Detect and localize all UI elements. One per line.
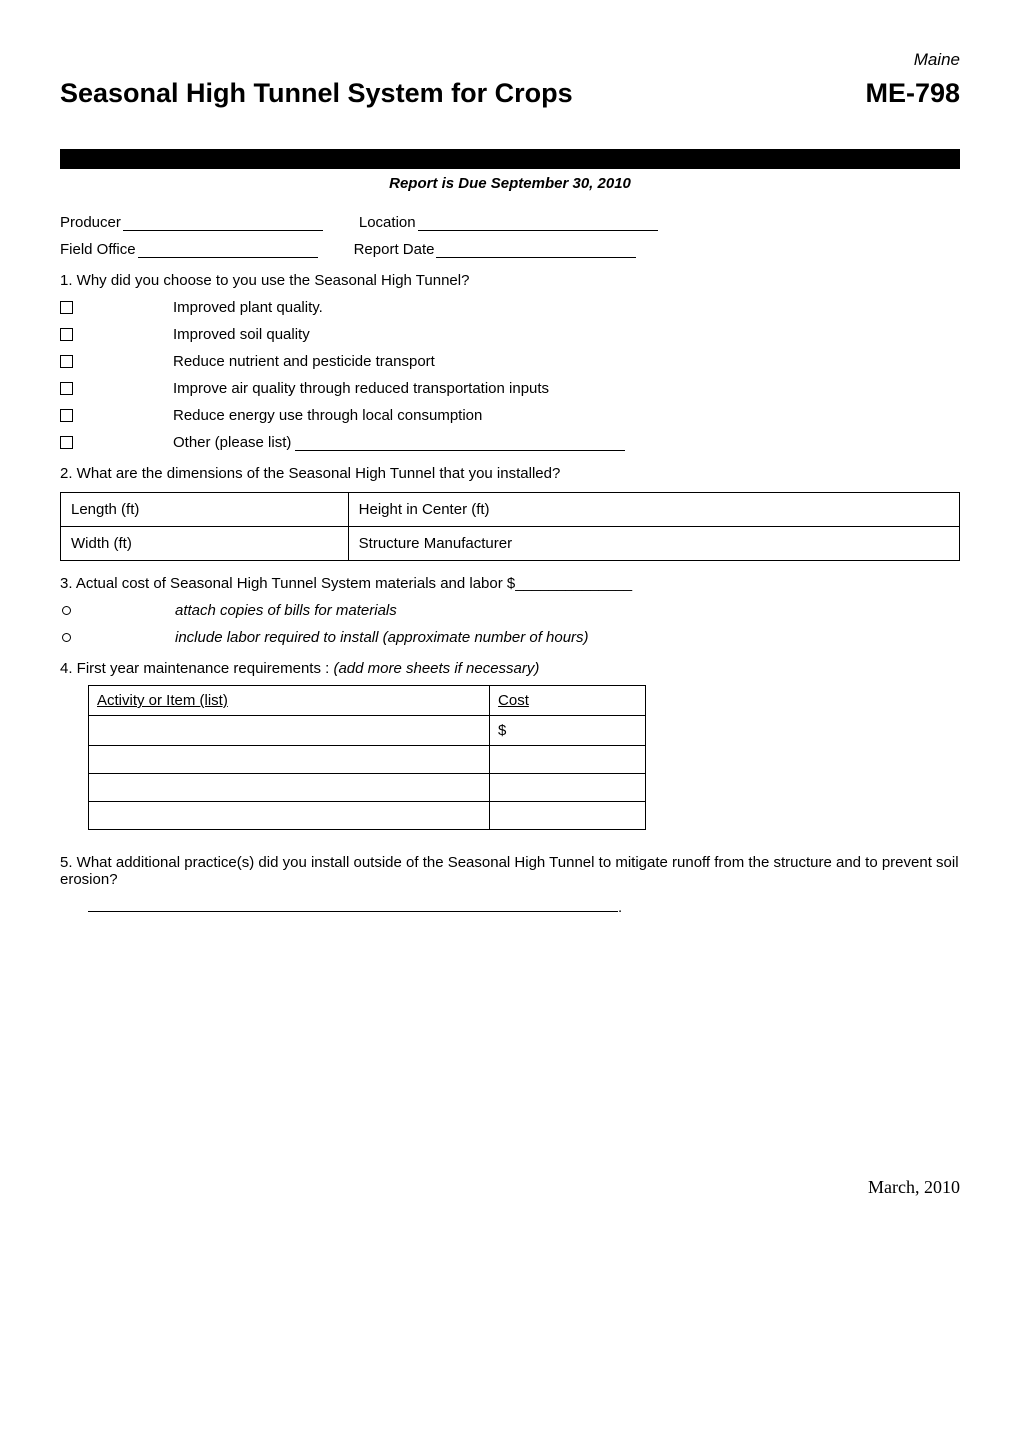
q5-input-line[interactable]	[88, 896, 618, 912]
dimensions-table: Length (ft) Height in Center (ft) Width …	[60, 492, 960, 561]
checkbox-icon[interactable]	[60, 409, 73, 422]
activity-cell[interactable]	[89, 802, 490, 830]
form-code: ME-798	[865, 78, 960, 109]
table-row	[89, 746, 646, 774]
q4-text-prefix: 4. First year maintenance requirements :	[60, 660, 333, 677]
checkbox-icon[interactable]	[60, 382, 73, 395]
cost-header: Cost	[490, 686, 646, 716]
q1-option-label: Reduce nutrient and pesticide transport	[173, 353, 435, 370]
q5-text: 5. What additional practice(s) did you i…	[60, 854, 960, 888]
cost-cell[interactable]	[490, 802, 646, 830]
producer-input-line[interactable]	[123, 215, 323, 231]
producer-location-row: Producer Location	[60, 214, 960, 231]
location-label: Location	[359, 214, 416, 231]
due-date-line: Report is Due September 30, 2010	[60, 175, 960, 192]
q3-bullet-label: include labor required to install (appro…	[175, 629, 589, 646]
cost-cell[interactable]	[490, 746, 646, 774]
q3-bullet-1: include labor required to install (appro…	[60, 629, 960, 646]
q1-option-label: Other (please list)	[173, 434, 291, 451]
q4-text: 4. First year maintenance requirements :…	[60, 660, 960, 677]
activity-cell[interactable]	[89, 716, 490, 746]
width-cell[interactable]: Width (ft)	[61, 527, 349, 561]
q1-option-label: Improved soil quality	[173, 326, 310, 343]
checkbox-icon[interactable]	[60, 436, 73, 449]
cost-cell[interactable]	[490, 774, 646, 802]
q4-text-italic: (add more sheets if necessary)	[333, 660, 539, 677]
q1-option-label: Reduce energy use through local consumpt…	[173, 407, 482, 424]
table-row: Length (ft) Height in Center (ft)	[61, 493, 960, 527]
q1-option-0: Improved plant quality.	[60, 299, 960, 316]
title-row: Seasonal High Tunnel System for Crops ME…	[60, 78, 960, 109]
page-title: Seasonal High Tunnel System for Crops	[60, 78, 573, 109]
table-row: $	[89, 716, 646, 746]
table-row	[89, 802, 646, 830]
q1-option-2: Reduce nutrient and pesticide transport	[60, 353, 960, 370]
q2-text: 2. What are the dimensions of the Season…	[60, 465, 960, 482]
height-cell[interactable]: Height in Center (ft)	[348, 493, 959, 527]
bullet-circle-icon	[62, 633, 71, 642]
q3-text: 3. Actual cost of Seasonal High Tunnel S…	[60, 575, 960, 592]
table-header-row: Activity or Item (list) Cost	[89, 686, 646, 716]
report-date-label: Report Date	[354, 241, 435, 258]
period: .	[618, 899, 622, 916]
maintenance-table: Activity or Item (list) Cost $	[88, 685, 646, 830]
cost-cell[interactable]: $	[490, 716, 646, 746]
activity-header: Activity or Item (list)	[89, 686, 490, 716]
q1-option-4: Reduce energy use through local consumpt…	[60, 407, 960, 424]
checkbox-icon[interactable]	[60, 301, 73, 314]
activity-cell[interactable]	[89, 774, 490, 802]
table-row	[89, 774, 646, 802]
producer-label: Producer	[60, 214, 121, 231]
report-date-input-line[interactable]	[436, 242, 636, 258]
activity-cell[interactable]	[89, 746, 490, 774]
q5-answer-row: .	[88, 896, 960, 917]
q1-option-5: Other (please list)	[60, 434, 960, 451]
other-input-line[interactable]	[295, 435, 625, 451]
header-black-bar	[60, 149, 960, 169]
field-office-input-line[interactable]	[138, 242, 318, 258]
state-label: Maine	[60, 50, 960, 70]
bullet-circle-icon	[62, 606, 71, 615]
location-input-line[interactable]	[418, 215, 658, 231]
q1-text: 1. Why did you choose to you use the Sea…	[60, 272, 960, 289]
field-office-label: Field Office	[60, 241, 136, 258]
q1-option-label: Improved plant quality.	[173, 299, 323, 316]
q3-bullet-0: attach copies of bills for materials	[60, 602, 960, 619]
table-row: Width (ft) Structure Manufacturer	[61, 527, 960, 561]
q3-bullet-label: attach copies of bills for materials	[175, 602, 397, 619]
checkbox-icon[interactable]	[60, 355, 73, 368]
q1-option-1: Improved soil quality	[60, 326, 960, 343]
length-cell[interactable]: Length (ft)	[61, 493, 349, 527]
q1-option-label: Improve air quality through reduced tran…	[173, 380, 549, 397]
q1-option-3: Improve air quality through reduced tran…	[60, 380, 960, 397]
manufacturer-cell[interactable]: Structure Manufacturer	[348, 527, 959, 561]
footer-date: March, 2010	[60, 1177, 960, 1198]
office-date-row: Field Office Report Date	[60, 241, 960, 258]
checkbox-icon[interactable]	[60, 328, 73, 341]
